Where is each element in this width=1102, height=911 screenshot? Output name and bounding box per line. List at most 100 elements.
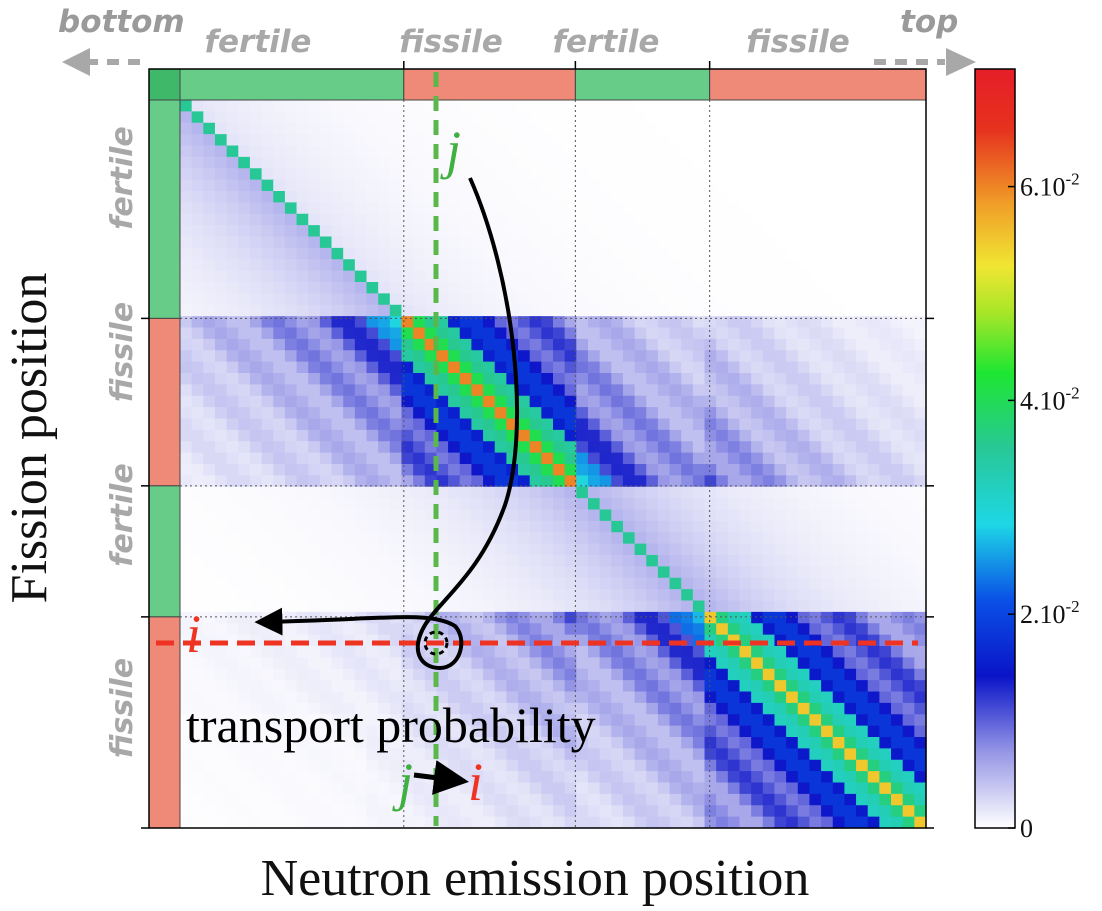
heatmap-cell	[226, 691, 239, 704]
heatmap-cell	[716, 657, 729, 670]
heatmap-cell	[319, 509, 333, 522]
heatmap-cell	[343, 395, 356, 408]
heatmap-cell	[378, 338, 391, 351]
heatmap-cell	[319, 100, 333, 112]
heatmap-cell	[879, 395, 892, 408]
heatmap-cell	[867, 600, 880, 613]
heatmap-cell	[448, 725, 461, 738]
heatmap-cell	[413, 793, 426, 806]
heatmap-cell	[261, 111, 274, 124]
heatmap-cell	[226, 782, 239, 795]
heatmap-cell	[413, 384, 426, 397]
heatmap-cell	[494, 236, 507, 249]
heatmap-cell	[622, 748, 636, 761]
heatmap-cell	[424, 509, 438, 522]
heatmap-cell	[296, 327, 309, 340]
heatmap-cell	[214, 236, 228, 249]
heatmap-cell	[308, 361, 321, 374]
heatmap-cell	[657, 532, 671, 545]
heatmap-cell	[261, 213, 274, 226]
heatmap-cell	[587, 293, 601, 306]
heatmap-cell	[553, 293, 566, 306]
heatmap-cell	[389, 771, 403, 784]
heatmap-cell	[319, 168, 333, 181]
heatmap-cell	[611, 156, 624, 169]
heatmap-cell	[564, 543, 577, 556]
heatmap-cell	[669, 646, 682, 658]
heatmap-cell	[692, 714, 706, 727]
heatmap-cell	[238, 168, 251, 181]
heatmap-cell	[238, 259, 251, 272]
heatmap-cell	[646, 577, 659, 590]
heatmap-cell	[716, 191, 729, 203]
transport-target-symbol: i	[468, 752, 483, 812]
heatmap-cell	[354, 600, 368, 613]
heatmap-cell	[226, 555, 239, 567]
heatmap-cell	[832, 771, 846, 784]
heatmap-cell	[436, 509, 449, 522]
heatmap-cell	[821, 429, 834, 442]
heatmap-cell	[902, 532, 915, 545]
heatmap-cell	[786, 475, 799, 488]
heatmap-cell	[436, 611, 449, 624]
heatmap-cell	[704, 122, 717, 135]
heatmap-cell	[739, 816, 752, 829]
heatmap-cell	[914, 486, 927, 499]
heatmap-cell	[331, 771, 344, 784]
heatmap-cell	[576, 168, 589, 181]
heatmap-cell	[599, 179, 612, 192]
heatmap-cell	[331, 134, 344, 147]
heatmap-cell	[284, 452, 298, 465]
heatmap-cell	[657, 646, 671, 658]
heatmap-cell	[296, 122, 309, 135]
heatmap-cell	[867, 429, 880, 442]
heatmap-cell	[448, 316, 461, 329]
heatmap-cell	[284, 168, 298, 181]
heatmap-cell	[576, 702, 589, 715]
heatmap-cell	[413, 168, 426, 181]
heatmap-cell	[576, 100, 589, 112]
heatmap-cell	[844, 691, 857, 704]
heatmap-cell	[646, 702, 659, 715]
heatmap-cell	[856, 134, 869, 147]
heatmap-cell	[180, 589, 193, 602]
heatmap-cell	[261, 429, 274, 442]
heatmap-cell	[343, 452, 356, 465]
heatmap-cell	[424, 748, 438, 761]
heatmap-cell	[413, 395, 426, 408]
heatmap-cell	[786, 407, 799, 420]
heatmap-cell	[413, 259, 426, 272]
heatmap-cell	[238, 100, 251, 112]
heatmap-cell	[564, 646, 577, 658]
heatmap-cell	[494, 282, 507, 294]
heatmap-cell	[902, 646, 915, 658]
heatmap-cell	[891, 304, 904, 317]
heatmap-cell	[669, 475, 682, 488]
heatmap-cell	[249, 156, 263, 169]
heatmap-cell	[716, 600, 729, 613]
heatmap-cell	[518, 520, 531, 533]
heatmap-cell	[797, 384, 811, 397]
heatmap-cell	[506, 816, 519, 829]
heatmap-cell	[226, 702, 239, 715]
heatmap-cell	[646, 691, 659, 704]
heatmap-cell	[238, 737, 251, 749]
heatmap-cell	[529, 657, 542, 670]
heatmap-cell	[774, 748, 787, 761]
heatmap-cell	[343, 111, 356, 124]
heatmap-cell	[622, 384, 636, 397]
heatmap-cell	[541, 145, 554, 158]
heatmap-cell	[191, 657, 204, 670]
heatmap-cell	[576, 452, 589, 465]
heatmap-cell	[424, 566, 438, 579]
heatmap-cell	[692, 156, 706, 169]
heatmap-cell	[483, 737, 496, 749]
heatmap-cell	[541, 441, 554, 454]
heatmap-cell	[331, 407, 344, 420]
heatmap-cell	[436, 520, 449, 533]
heatmap-cell	[366, 418, 379, 431]
heatmap-cell	[657, 145, 671, 158]
heatmap-cell	[657, 737, 671, 749]
heatmap-cell	[879, 134, 892, 147]
heatmap-cell	[238, 429, 251, 442]
